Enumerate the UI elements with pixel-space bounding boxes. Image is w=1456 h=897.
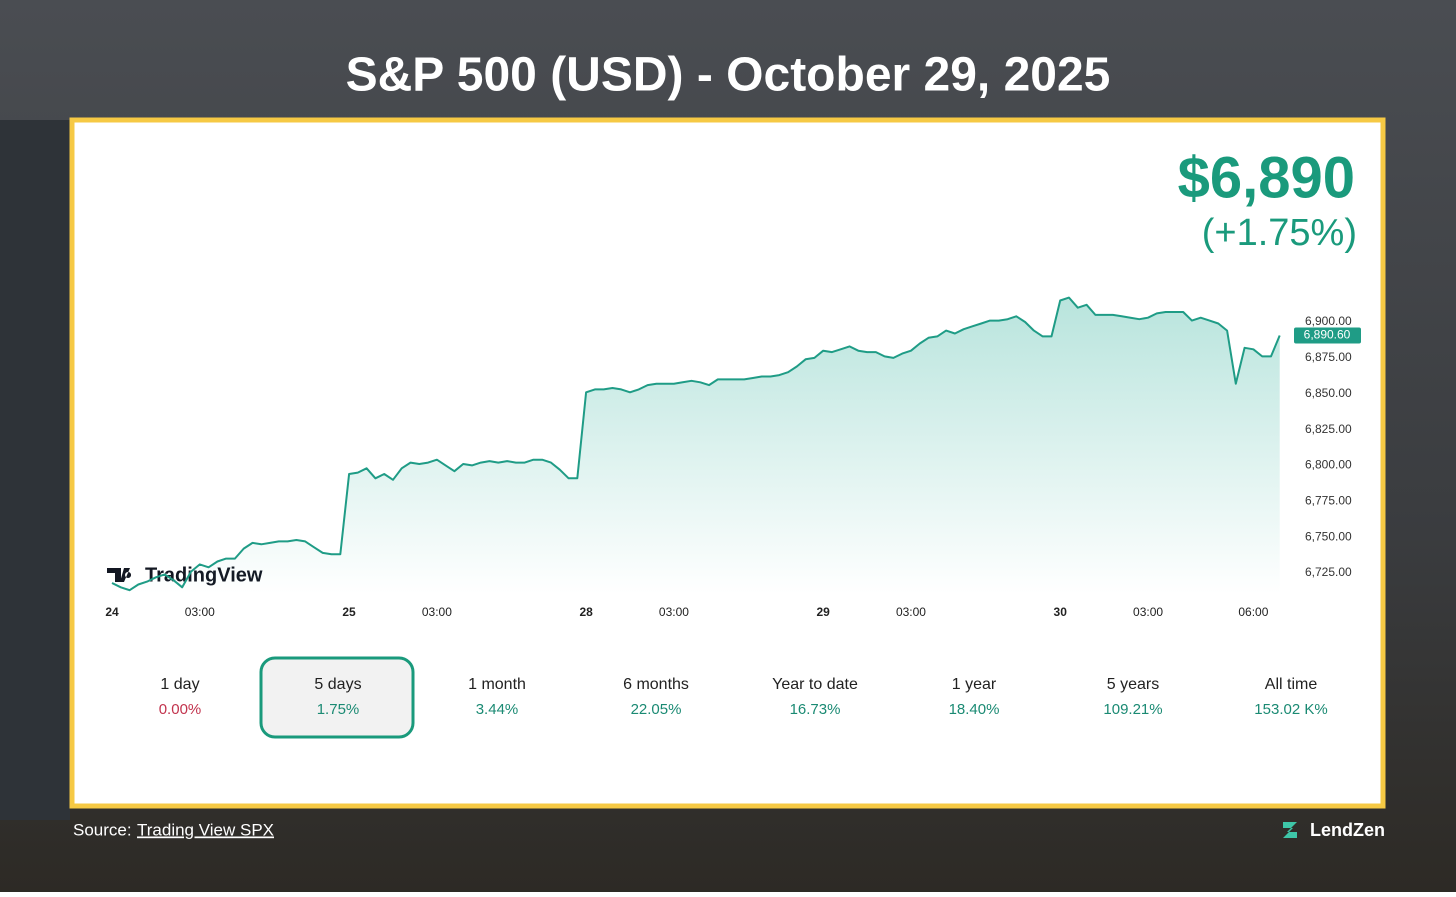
x-tick-label: 03:00 <box>659 605 689 619</box>
period-label: 5 years <box>1107 676 1159 693</box>
lendzen-icon <box>1283 822 1297 838</box>
selected-period <box>259 656 415 739</box>
period-label: 5 days <box>314 676 361 693</box>
y-tick-label: 6,825.00 <box>1305 422 1352 436</box>
period-change: 18.40% <box>949 701 1000 718</box>
x-tick-label: 28 <box>579 605 593 619</box>
x-tick-label: 30 <box>1054 605 1068 619</box>
y-tick-label: 6,750.00 <box>1305 529 1352 543</box>
price-change: (+1.75%) <box>1202 212 1357 254</box>
period-change: 0.00% <box>159 701 202 718</box>
x-tick-label: 29 <box>817 605 831 619</box>
source-link[interactable]: Trading View SPX <box>137 820 274 839</box>
x-tick-label: 25 <box>342 605 356 619</box>
period-label: All time <box>1265 676 1318 693</box>
logo-icon <box>107 568 132 582</box>
period-label: 1 year <box>952 676 997 693</box>
y-tick-label: 6,850.00 <box>1305 386 1352 400</box>
price-line <box>111 296 1281 592</box>
period-label: 6 months <box>623 676 689 693</box>
y-tick-label: 6,800.00 <box>1305 458 1352 472</box>
x-tick-label: 03:00 <box>422 605 452 619</box>
area <box>112 297 1280 595</box>
y-tick-label: 6,900.00 <box>1305 314 1352 328</box>
price: $6,890 <box>1178 145 1355 210</box>
x-tick-label: 24 <box>105 605 119 619</box>
period-label: 1 month <box>468 676 526 693</box>
period-change: 3.44% <box>476 701 519 718</box>
x-tick-label: 03:00 <box>185 605 215 619</box>
x-tick-label: 03:00 <box>896 605 926 619</box>
house-siding <box>0 120 70 820</box>
y-tick-label: 6,775.00 <box>1305 493 1352 507</box>
lendzen-logo: LendZen <box>1310 820 1385 840</box>
period-change: 1.75% <box>317 701 360 718</box>
last-price-box <box>1294 327 1361 344</box>
period-change: 109.21% <box>1103 701 1162 718</box>
y-tick-label: 6,725.00 <box>1305 565 1352 579</box>
period-change: 153.02 K% <box>1254 701 1327 718</box>
period-label: Year to date <box>772 676 858 693</box>
period-change: 22.05% <box>631 701 682 718</box>
source-label: Source: <box>73 820 132 839</box>
period-change: 16.73% <box>790 701 841 718</box>
title: S&P 500 (USD) - October 29, 2025 <box>346 49 1111 102</box>
x-tick-label: 03:00 <box>1133 605 1163 619</box>
period-label: 1 day <box>160 676 199 693</box>
y-tick-label: 6,875.00 <box>1305 350 1352 364</box>
last-price-label: 6,890.60 <box>1304 328 1351 342</box>
x-tick-label: 06:00 <box>1238 605 1268 619</box>
